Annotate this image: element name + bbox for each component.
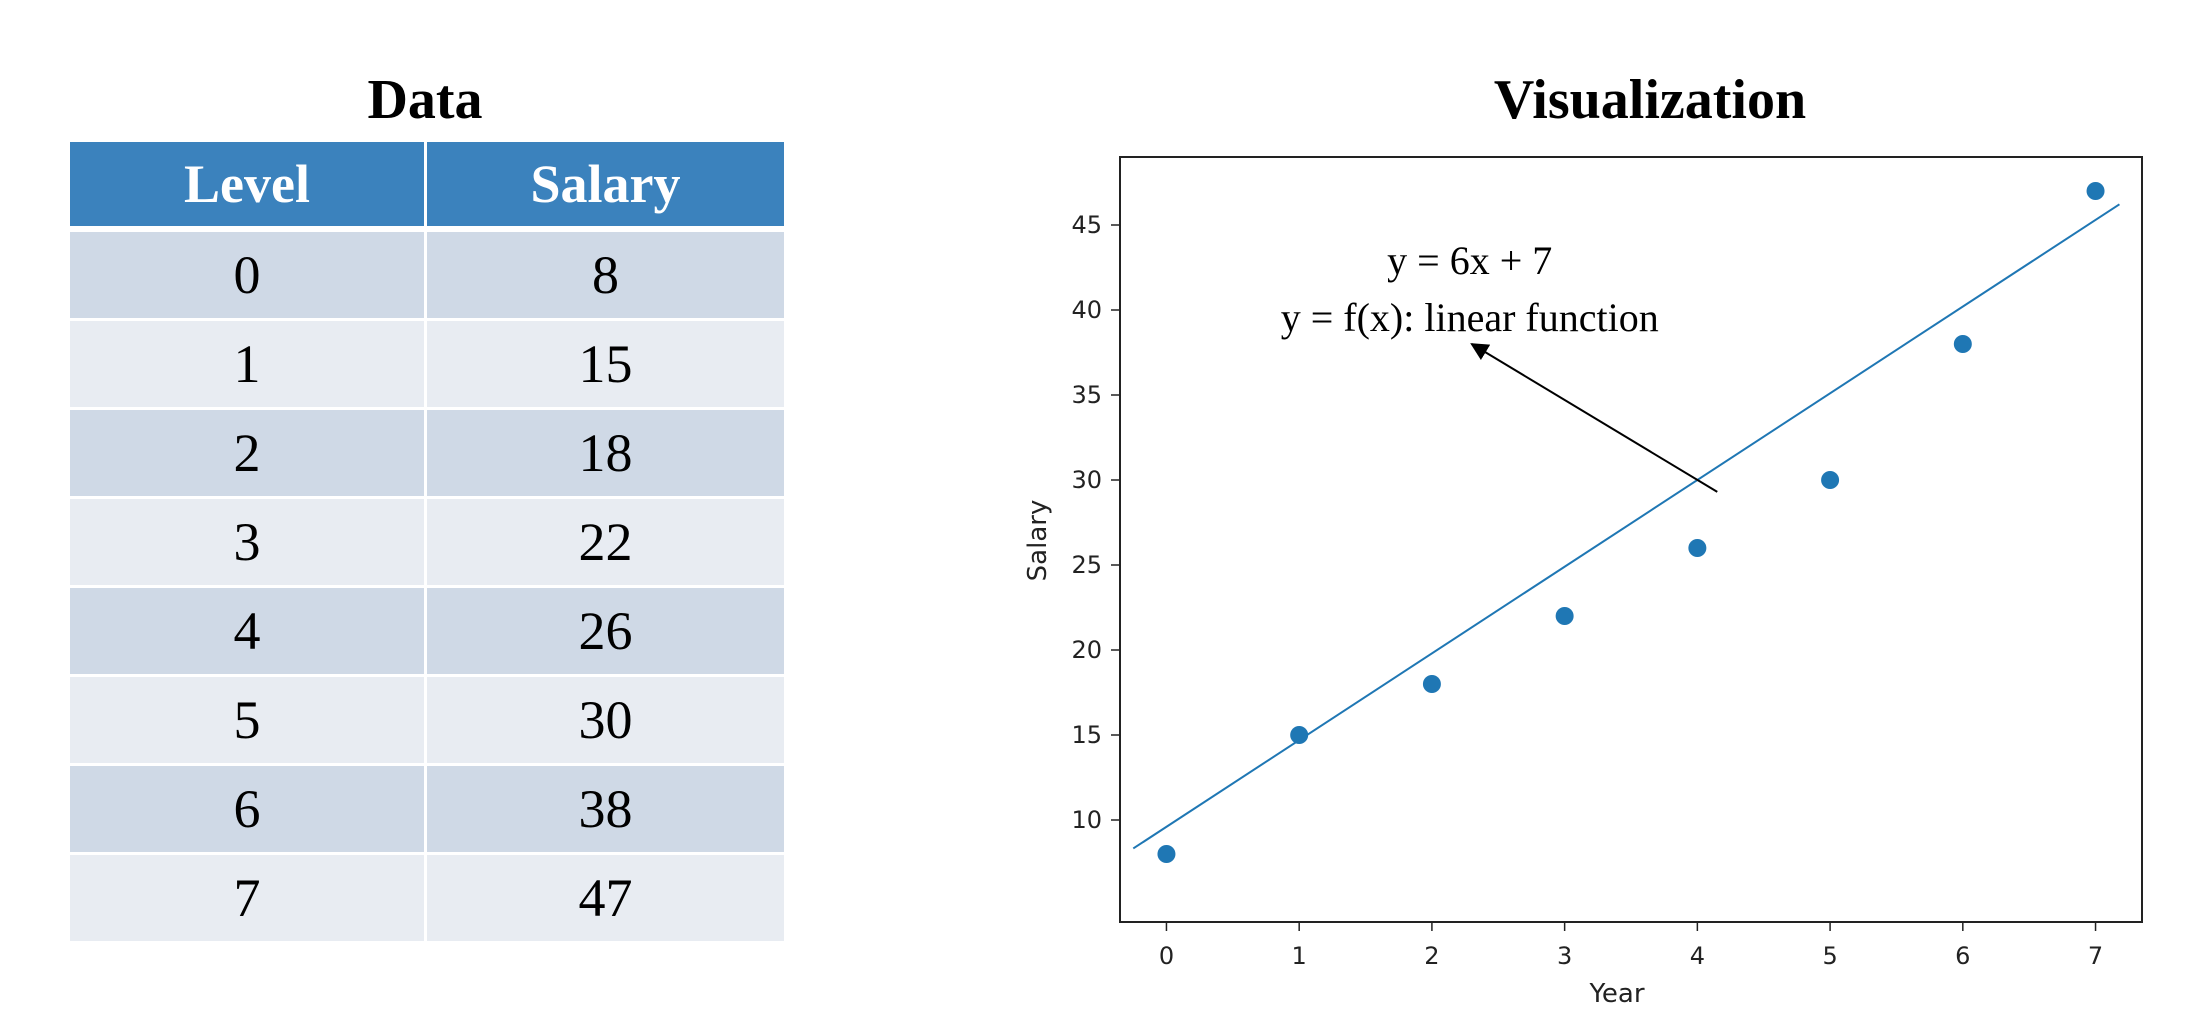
salary-cell: 26 xyxy=(427,588,784,677)
x-tick-label: 2 xyxy=(1424,942,1439,970)
annotation-arrow xyxy=(1470,343,1718,493)
level-cell: 3 xyxy=(70,499,427,588)
x-tick-label: 5 xyxy=(1822,942,1837,970)
level-cell: 7 xyxy=(70,855,427,944)
y-tick-label: 30 xyxy=(1071,466,1102,494)
x-tick-label: 7 xyxy=(2088,942,2103,970)
x-axis-label: Year xyxy=(1588,979,1644,1009)
y-tick-label: 15 xyxy=(1071,721,1102,749)
table-row: 2 18 xyxy=(70,410,784,499)
data-point xyxy=(1821,471,1840,489)
table-row: 6 38 xyxy=(70,766,784,855)
table-title: Data xyxy=(367,69,483,131)
level-cell: 5 xyxy=(70,677,427,766)
data-point xyxy=(1555,607,1574,625)
data-point xyxy=(1688,539,1707,557)
annotation-line-1: y = 6x + 7 xyxy=(1387,238,1552,283)
y-tick-label: 25 xyxy=(1071,551,1102,579)
table-row: 7 47 xyxy=(70,855,784,944)
plot-frame xyxy=(1119,156,2143,923)
table-row: 0 8 xyxy=(70,232,784,321)
salary-cell: 22 xyxy=(427,499,784,588)
data-point xyxy=(1290,726,1309,744)
x-tick-label: 1 xyxy=(1292,942,1307,970)
data-point xyxy=(2086,182,2105,200)
y-tick-label: 20 xyxy=(1071,636,1102,664)
y-tick-label: 40 xyxy=(1071,296,1102,324)
y-tick-label: 35 xyxy=(1071,381,1102,409)
y-axis-label: Salary xyxy=(1023,500,1053,582)
level-cell: 4 xyxy=(70,588,427,677)
level-cell: 6 xyxy=(70,766,427,855)
data-point xyxy=(1953,335,1972,353)
salary-cell: 15 xyxy=(427,321,784,410)
level-cell: 1 xyxy=(70,321,427,410)
column-header-level: Level xyxy=(70,142,427,232)
y-tick-label: 10 xyxy=(1071,806,1102,834)
salary-cell: 38 xyxy=(427,766,784,855)
y-tick-label: 45 xyxy=(1071,211,1102,239)
column-header-salary: Salary xyxy=(427,142,784,232)
x-tick-label: 3 xyxy=(1557,942,1572,970)
salary-cell: 30 xyxy=(427,677,784,766)
data-point xyxy=(1422,675,1441,693)
salary-cell: 8 xyxy=(427,232,784,321)
salary-cell: 18 xyxy=(427,410,784,499)
data-table: Level Salary 0 8 1 15 2 18 3 22 4 26 5 3… xyxy=(70,142,784,944)
x-tick-label: 0 xyxy=(1159,942,1174,970)
table-row: 4 26 xyxy=(70,588,784,677)
salary-cell: 47 xyxy=(427,855,784,944)
table-header-row: Level Salary xyxy=(70,142,784,232)
x-tick-label: 6 xyxy=(1955,942,1970,970)
x-tick-label: 4 xyxy=(1690,942,1705,970)
table-row: 3 22 xyxy=(70,499,784,588)
chart-title: Visualization xyxy=(1493,69,1807,131)
data-point xyxy=(1157,845,1176,863)
table-row: 5 30 xyxy=(70,677,784,766)
annotation-line-2: y = f(x): linear function xyxy=(1281,295,1659,340)
table-row: 1 15 xyxy=(70,321,784,410)
level-cell: 0 xyxy=(70,232,427,321)
level-cell: 2 xyxy=(70,410,427,499)
